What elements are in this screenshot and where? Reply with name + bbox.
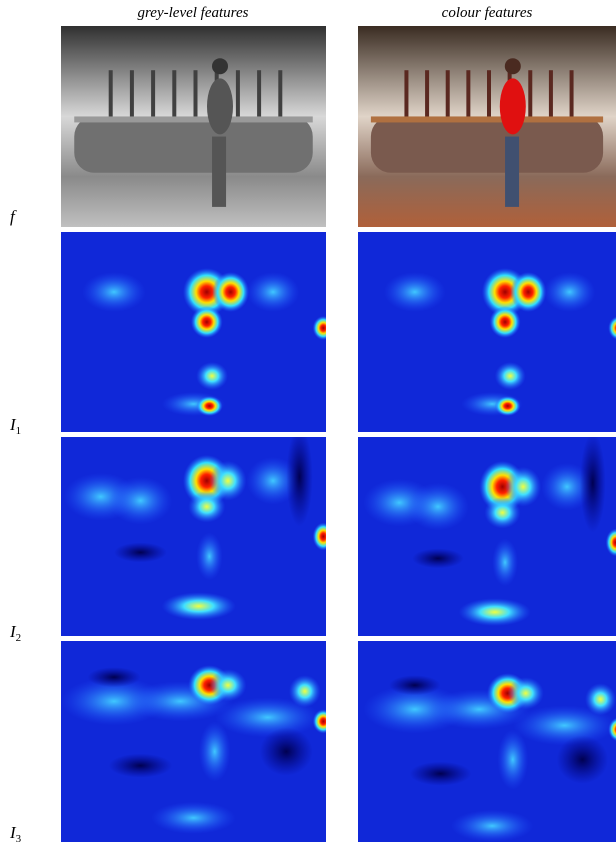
saliency-blob <box>495 396 521 416</box>
saliency-blob <box>209 669 246 701</box>
saliency-blob <box>508 677 544 709</box>
saliency-blob <box>580 433 606 533</box>
saliency-blob <box>510 272 546 312</box>
saliency-blob <box>484 497 520 529</box>
heat-map <box>358 232 616 432</box>
saliency-blob <box>451 810 534 842</box>
video-frame <box>358 26 616 227</box>
saliency-blob <box>410 762 472 786</box>
column-header: grey-level features <box>138 5 249 21</box>
saliency-blob <box>389 675 441 695</box>
bar-counter <box>371 116 603 172</box>
row-label: I3 <box>9 823 22 842</box>
counter-top <box>74 116 313 122</box>
saliency-blob <box>88 667 141 687</box>
saliency-blob <box>114 542 167 562</box>
row-label: f <box>10 207 17 226</box>
saliency-blob <box>191 306 223 338</box>
heat-map <box>358 641 616 842</box>
row-subscript: 2 <box>16 632 22 644</box>
saliency-blob <box>188 491 225 523</box>
person-legs <box>505 137 519 207</box>
heat-map <box>61 232 334 432</box>
saliency-blob <box>313 316 334 340</box>
saliency-blob <box>557 735 609 783</box>
row-label: I1 <box>9 415 21 437</box>
saliency-blob <box>260 727 313 775</box>
saliency-blob <box>109 754 173 778</box>
saliency-blob <box>151 802 236 834</box>
video-frame <box>61 26 326 227</box>
person-head <box>505 58 521 74</box>
saliency-blob <box>412 548 464 568</box>
saliency-blob <box>109 477 173 525</box>
saliency-blob <box>495 362 526 390</box>
person-head <box>212 58 228 74</box>
saliency-blob <box>82 272 146 312</box>
saliency-blob <box>196 362 228 390</box>
saliency-blob <box>313 709 334 733</box>
saliency-blob <box>289 675 321 707</box>
column-header: colour features <box>442 5 533 21</box>
row-label: I2 <box>9 622 21 644</box>
page: grey-level features colour features f I1 I… <box>0 0 616 842</box>
person-torso <box>207 78 233 134</box>
row-symbol: f <box>10 207 17 226</box>
saliency-blob <box>313 523 334 551</box>
saliency-blob <box>247 272 300 312</box>
saliency-blob <box>162 592 236 620</box>
bar-counter <box>74 116 313 172</box>
saliency-blob <box>490 306 521 338</box>
counter-top <box>371 116 603 122</box>
saliency-blob <box>286 427 313 527</box>
saliency-blob <box>407 483 469 531</box>
row-subscript: 3 <box>16 833 22 842</box>
saliency-blob <box>199 721 231 781</box>
heat-map <box>358 433 616 636</box>
figure: grey-level features colour features f I1 I… <box>0 0 616 842</box>
saliency-blob <box>196 396 223 416</box>
saliency-blob <box>212 272 249 312</box>
saliency-blob <box>585 683 616 715</box>
saliency-blob <box>459 598 531 626</box>
saliency-blob <box>384 272 446 312</box>
saliency-blob <box>544 272 596 312</box>
saliency-blob <box>196 533 223 581</box>
person-legs <box>212 137 226 207</box>
heat-map <box>61 641 334 842</box>
saliency-blob <box>497 729 528 789</box>
saliency-blob <box>492 538 518 586</box>
person-torso <box>500 78 526 134</box>
row-subscript: 1 <box>16 425 22 437</box>
heat-map <box>61 427 334 636</box>
